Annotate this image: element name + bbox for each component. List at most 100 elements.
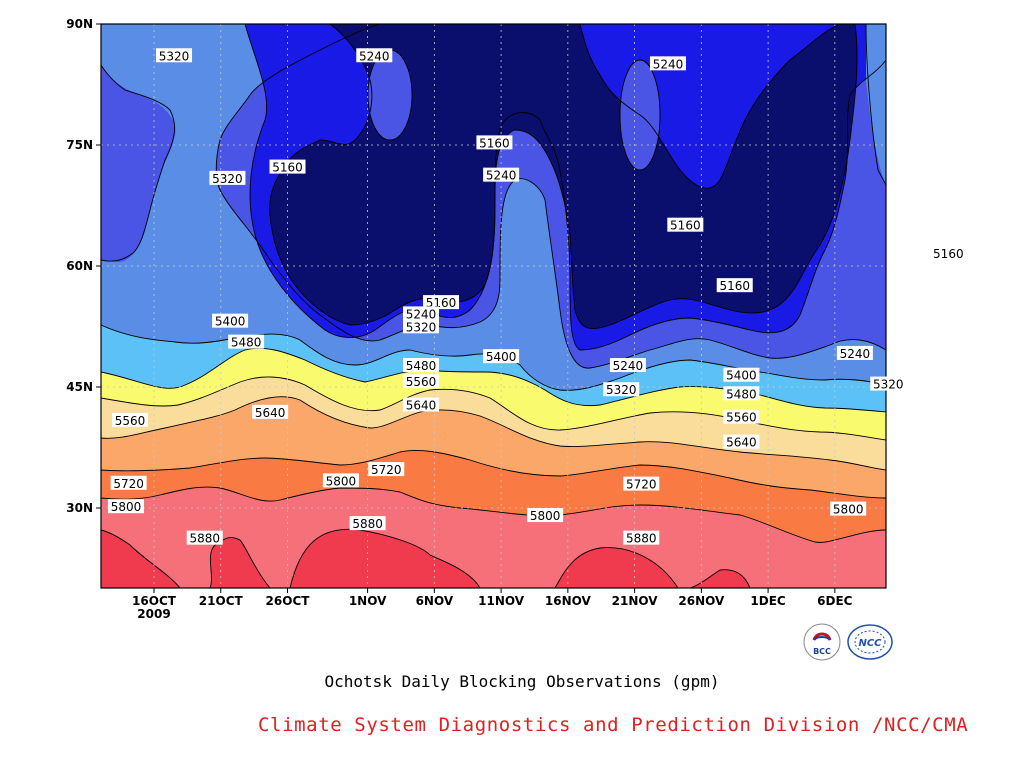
x-tick-label: 11NOV: [478, 594, 525, 608]
contour-label-background: [830, 501, 867, 516]
contour-label-background: [403, 397, 439, 412]
bcc-logo: BCC: [803, 623, 841, 661]
contour-label-background: [623, 530, 660, 545]
x-axis: 16OCT 21OCT 26OCT 1NOV 6NOV 11NOV 16NOV 21NOV 26…: [132, 588, 853, 608]
plot-frame: [100, 23, 887, 589]
contour-value-label: 5560: [111, 412, 148, 428]
chart-title: Ochotsk Daily Blocking Observations (gpm…: [324, 672, 720, 691]
contour-value-label: 5240: [356, 48, 393, 63]
contour-value-label: 5320: [156, 48, 193, 63]
contour-label-text: 5160: [719, 279, 750, 293]
contour-value-label: 5480: [403, 358, 439, 373]
contour-value-label: 5720: [368, 462, 405, 477]
contour-value-label: 5800: [830, 501, 867, 517]
svg-text:NCC: NCC: [858, 638, 882, 649]
contour-value-label: 5320: [209, 170, 246, 186]
contour-label-text: 5160: [933, 247, 964, 261]
contour-label-text: 5880: [626, 532, 657, 546]
contour-value-label: 5640: [252, 404, 289, 420]
contour-line-5320-east: [865, 24, 886, 186]
contour-label-text: 5720: [113, 477, 144, 491]
contour-line-5720: [101, 450, 886, 499]
contour-label-background: [723, 367, 760, 382]
contour-label-text: 5320: [159, 49, 190, 63]
contour-value-label: 5880: [186, 530, 223, 546]
x-tick-label: 16OCT: [132, 594, 177, 608]
contour-label-background: [156, 48, 193, 63]
contour-value-label: 5160: [930, 245, 967, 261]
contour-value-label: 5880: [623, 530, 660, 546]
contour-value-label: 5240: [836, 345, 873, 361]
contour-label-text: 5240: [486, 169, 517, 183]
contour-label-background: [107, 499, 144, 514]
contour-label-background: [667, 217, 704, 232]
contour-label-text: 5240: [653, 57, 684, 71]
contour-line-5240: [244, 24, 886, 351]
contour-label-text: 5320: [406, 320, 437, 334]
contour-value-label: 5720: [110, 475, 147, 491]
contour-label-text: 5880: [189, 532, 220, 546]
contour-label-background: [111, 412, 148, 427]
contour-label-text: 5320: [873, 378, 904, 392]
contour-line-5480: [101, 347, 886, 413]
band-below-5160: [269, 24, 858, 329]
contour-label-text: 5560: [726, 411, 757, 425]
contour-label-background: [403, 319, 439, 334]
x-tick-label: 16NOV: [545, 594, 592, 608]
y-axis: 90N 75N 60N 45N 30N: [66, 17, 101, 515]
contour-value-label: 5160: [716, 278, 753, 293]
contour-label-text: 5720: [626, 478, 657, 492]
contour-label-background: [870, 376, 907, 391]
contour-label-background: [527, 508, 564, 523]
contour-label-background: [356, 48, 393, 63]
contour-label-background: [423, 295, 460, 310]
band-5240-island-a: [368, 50, 412, 140]
contour-line-5240-island-b: [619, 59, 661, 171]
contour-value-label: 5320: [603, 382, 640, 397]
contour-label-background: [930, 245, 967, 260]
contour-label-background: [186, 530, 223, 545]
contour-label-text: 5800: [111, 500, 142, 514]
contour-line-5320: [101, 24, 886, 369]
contour-value-label: 5240: [649, 56, 686, 71]
contour-value-label: 5240: [483, 167, 520, 183]
contour-label-background: [476, 135, 513, 150]
svg-text:BCC: BCC: [813, 647, 831, 656]
contour-label-background: [603, 382, 640, 397]
x-tick-label: 21NOV: [612, 594, 659, 608]
contour-value-label: 5400: [483, 349, 520, 364]
contour-value-label: 5240: [403, 306, 439, 321]
contour-value-label: 5240: [609, 358, 646, 373]
contour-line-5880: [101, 528, 751, 588]
contour-label-background: [209, 170, 246, 185]
contour-label-background: [368, 462, 405, 477]
contour-label-background: [228, 334, 265, 349]
y-tick-label: 75N: [66, 138, 93, 152]
contour-label-background: [723, 434, 760, 449]
x-axis-year-label: 2009: [137, 607, 170, 621]
contour-value-label: 5720: [623, 476, 660, 492]
y-tick-label: 45N: [66, 380, 93, 394]
contour-label-text: 5480: [231, 336, 262, 350]
contour-label-text: 5640: [255, 406, 286, 420]
contour-value-label: 5320: [403, 319, 439, 334]
contour-value-label: 5560: [403, 374, 439, 389]
contour-label-background: [723, 386, 760, 401]
contour-value-label: 5400: [723, 367, 760, 383]
contour-label-background: [649, 56, 686, 71]
contour-label-background: [716, 278, 753, 293]
contour-label-text: 5240: [840, 347, 871, 361]
contour-value-label: 5160: [476, 135, 513, 150]
contour-line-5800: [101, 486, 886, 543]
contour-label-text: 5640: [406, 399, 437, 413]
contour-label-background: [623, 476, 660, 491]
credit-line: Climate System Diagnostics and Predictio…: [258, 714, 969, 736]
contour-label-background: [403, 306, 439, 321]
contour-label-background: [349, 516, 386, 531]
contour-label-text: 5560: [115, 414, 146, 428]
contour-value-label: 5880: [349, 516, 386, 531]
contour-labels: 5320 524052405160524051605320516051605160…: [107, 48, 967, 546]
contour-label-text: 5480: [726, 387, 757, 401]
contour-value-label: 5480: [723, 386, 760, 401]
